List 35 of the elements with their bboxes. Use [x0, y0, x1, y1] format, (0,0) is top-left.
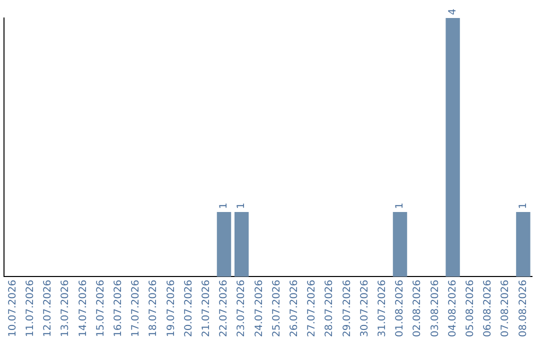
data-label: 4 [447, 8, 458, 15]
data-label: 1 [518, 202, 529, 210]
x-tick-label: 20.07.2026 [183, 280, 194, 338]
x-tick-label: 23.07.2026 [236, 280, 248, 338]
x-tick-label: 03.08.2026 [430, 280, 441, 338]
x-tick-label: 02.08.2026 [412, 280, 424, 338]
x-tick-label: 07.08.2026 [500, 280, 512, 338]
x-tick-label: 12.07.2026 [42, 280, 54, 338]
x-tick-label: 29.07.2026 [342, 280, 353, 338]
x-tick-label: 27.07.2026 [306, 280, 318, 338]
x-tick-label: 19.07.2026 [166, 280, 177, 338]
data-label: 1 [218, 202, 230, 210]
x-tick-label: 18.07.2026 [148, 280, 160, 338]
x-tick-label: 06.08.2026 [482, 280, 494, 338]
x-tick-label: 17.07.2026 [130, 280, 142, 338]
x-tick-label: 31.07.2026 [376, 280, 388, 338]
x-tick-label: 24.07.2026 [254, 280, 265, 338]
x-tick-label: 14.07.2026 [78, 280, 89, 338]
x-tick-label: 04.08.2026 [447, 280, 458, 338]
x-tick-label: 30.07.2026 [359, 280, 370, 338]
x-tick-label: 26.07.2026 [288, 280, 300, 338]
x-tick-label: 11.07.2026 [24, 280, 36, 338]
x-tick-label: 08.08.2026 [518, 280, 529, 338]
data-label: 1 [236, 202, 248, 210]
x-tick-label: 05.08.2026 [464, 280, 476, 338]
x-tick-label: 10.07.2026 [7, 280, 18, 338]
x-tick-label: 28.07.2026 [324, 280, 336, 338]
x-tick-label: 25.07.2026 [271, 280, 282, 338]
x-tick-label: 01.08.2026 [394, 280, 406, 338]
x-tick-label: 22.07.2026 [218, 280, 230, 338]
x-tick-label: 15.07.2026 [95, 280, 106, 338]
x-tick-label: 16.07.2026 [112, 280, 124, 338]
data-label: 1 [394, 202, 406, 210]
x-tick-label: 13.07.2026 [60, 280, 72, 338]
x-tick-label: 21.07.2026 [200, 280, 212, 338]
